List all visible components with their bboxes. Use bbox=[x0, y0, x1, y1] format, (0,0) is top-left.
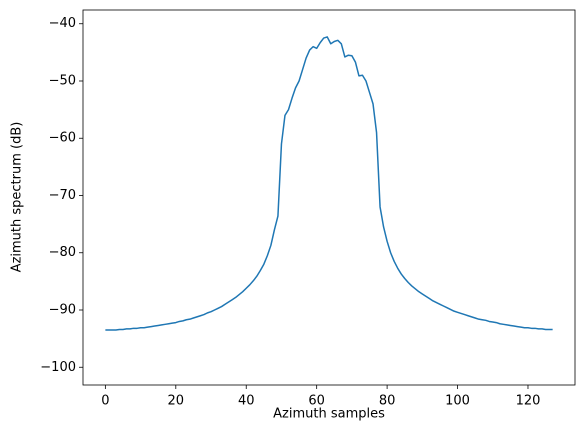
plot-frame bbox=[82, 9, 576, 386]
y-tick-label: −100 bbox=[40, 360, 76, 375]
y-tick-label: −80 bbox=[49, 245, 76, 260]
x-tick-label: 0 bbox=[101, 394, 109, 409]
x-tick-label: 120 bbox=[516, 394, 541, 409]
x-tick-label: 100 bbox=[445, 394, 470, 409]
y-tick-label: −70 bbox=[49, 188, 76, 203]
y-tick-label: −40 bbox=[49, 16, 76, 31]
x-axis-label: Azimuth samples bbox=[273, 407, 385, 422]
x-tick-label: 60 bbox=[308, 394, 325, 409]
x-tick-label: 80 bbox=[379, 394, 396, 409]
y-tick-label: −60 bbox=[49, 131, 76, 146]
y-axis-label: Azimuth spectrum (dB) bbox=[10, 122, 25, 273]
y-tick-label: −90 bbox=[49, 303, 76, 318]
x-tick-label: 20 bbox=[168, 394, 185, 409]
line-series bbox=[105, 36, 553, 331]
y-tick-label: −50 bbox=[49, 73, 76, 88]
x-tick-label: 40 bbox=[238, 394, 255, 409]
